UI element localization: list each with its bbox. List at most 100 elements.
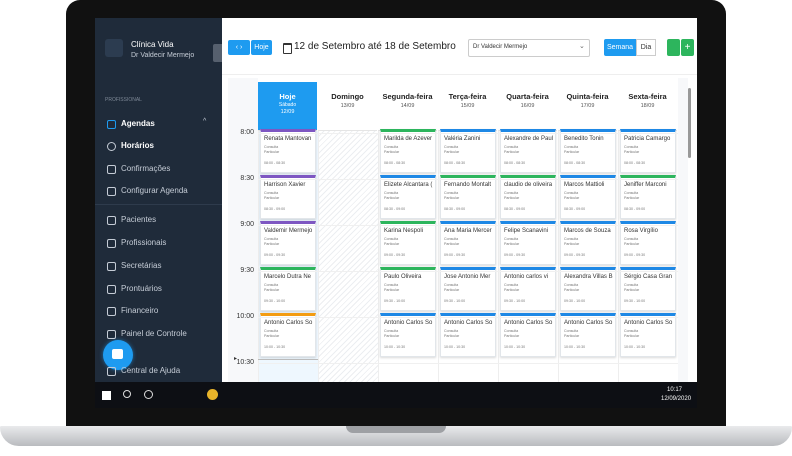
- appointment-card[interactable]: Antonio Carlos So Consulta Particular 10:00…: [500, 313, 556, 357]
- appointment-type: Consulta: [624, 329, 639, 333]
- appointment-time: 09:30 - 10:00: [384, 299, 406, 303]
- cortana-icon[interactable]: [144, 390, 153, 399]
- day-button[interactable]: Dia: [636, 39, 656, 56]
- appointment-plan: Particular: [384, 288, 400, 292]
- day-date: 12/09: [280, 109, 295, 115]
- appointment-type: Consulta: [264, 329, 279, 333]
- day-header: [558, 82, 617, 131]
- print-button[interactable]: [667, 39, 680, 56]
- appointment-card[interactable]: Antonio Carlos So Consulta Particular 10:00…: [440, 313, 496, 357]
- appointment-card[interactable]: Alexandre de Paul Consulta Particular 08:00…: [500, 129, 556, 173]
- appointment-card[interactable]: Antonio Carlos So Consulta Particular 10:00…: [380, 313, 436, 357]
- appointment-time: 08:30 - 09:00: [504, 207, 526, 211]
- appointment-card[interactable]: Paulo Oliveira Consulta Particular 09:30 - …: [380, 267, 436, 311]
- patient-name: Jeniffer Marconi: [624, 182, 667, 188]
- sidebar-item[interactable]: Horários: [121, 141, 154, 150]
- appointment-plan: Particular: [564, 196, 580, 200]
- appointment-plan: Particular: [504, 242, 520, 246]
- sidebar-icon: [107, 165, 116, 174]
- row-line: [258, 271, 678, 272]
- appointment-time: 08:00 - 08:30: [444, 161, 466, 165]
- column: [558, 131, 618, 382]
- calendar-grid: Hoje Sábado 12/09 Renata Mantovan Consulta Pa…: [228, 78, 688, 382]
- sidebar-item[interactable]: Prontuários: [121, 284, 162, 293]
- column: [618, 131, 678, 382]
- patient-name: Harrison Xavier: [264, 182, 306, 188]
- search-icon[interactable]: [123, 390, 131, 398]
- appointment-card[interactable]: Fernando Montalt Consulta Particular 08:30 …: [440, 175, 496, 219]
- day-name: Terça-feira: [448, 92, 487, 101]
- start-button[interactable]: [102, 391, 111, 400]
- appointment-card[interactable]: Benedito Tonin Consulta Particular 08:00 - …: [560, 129, 616, 173]
- appointment-card[interactable]: Antonio carlos vi Consulta Particular 09:30…: [500, 267, 556, 311]
- sidebar-item[interactable]: Profissionais: [121, 238, 167, 247]
- appointment-card[interactable]: Antonio Carlos So Consulta Particular 10:00…: [260, 313, 316, 357]
- appointment-card[interactable]: Sérgio Casa Gran Consulta Particular 09:30 …: [620, 267, 676, 311]
- add-button[interactable]: +: [681, 39, 694, 56]
- appointment-card[interactable]: Jose Antonio Mer Consulta Particular 09:30 …: [440, 267, 496, 311]
- patient-name: Antonio Carlos So: [444, 320, 493, 326]
- appointment-time: 09:00 - 09:30: [264, 253, 286, 257]
- appointment-type: Consulta: [624, 237, 639, 241]
- appointment-time: 09:30 - 10:00: [444, 299, 466, 303]
- appointment-card[interactable]: Harrison Xavier Consulta Particular 08:30 -…: [260, 175, 316, 219]
- appointment-card[interactable]: Rosa Virgílio Consulta Particular 09:00 - 0…: [620, 221, 676, 265]
- appointment-card[interactable]: Renata Mantovan Consulta Particular 08:00 -…: [260, 129, 316, 173]
- nav-buttons[interactable]: ‹ ›: [228, 40, 250, 55]
- appointment-type: Consulta: [264, 283, 279, 287]
- sidebar-item[interactable]: Pacientes: [121, 215, 157, 224]
- day-name: Domingo: [331, 92, 364, 101]
- collapse-button[interactable]: [213, 44, 222, 62]
- appointment-time: 09:00 - 09:30: [504, 253, 526, 257]
- appointment-card[interactable]: Valdemir Mermejo Consulta Particular 09:00 …: [260, 221, 316, 265]
- appointment-card[interactable]: Valéria Zanini Consulta Particular 08:00 - …: [440, 129, 496, 173]
- appointment-plan: Particular: [624, 334, 640, 338]
- appointment-card[interactable]: Marcelo Dutra Ne Consulta Particular 09:30 …: [260, 267, 316, 311]
- appointment-time: 08:30 - 09:00: [564, 207, 586, 211]
- professional-select[interactable]: [468, 39, 590, 57]
- sidebar-icon: [107, 120, 116, 129]
- sidebar-item[interactable]: Configurar Agenda: [121, 186, 188, 195]
- day-header: [318, 82, 377, 131]
- appointment-card[interactable]: Marilda de Azever Consulta Particular 08:00…: [380, 129, 436, 173]
- appointment-card[interactable]: Karina Nespoli Consulta Particular 09:00 - …: [380, 221, 436, 265]
- appointment-card[interactable]: Marcos de Souza Consulta Particular 09:00 -…: [560, 221, 616, 265]
- appointment-type: Consulta: [624, 283, 639, 287]
- column: [318, 131, 378, 382]
- sidebar-item[interactable]: Confirmações: [121, 164, 171, 173]
- appointment-plan: Particular: [564, 150, 580, 154]
- time-label: 9:30: [240, 267, 254, 274]
- sidebar-icon: [107, 142, 116, 151]
- sidebar-item[interactable]: Painel de Controle: [121, 329, 187, 338]
- appointment-card[interactable]: Antonio Carlos So Consulta Particular 10:00…: [620, 313, 676, 357]
- sidebar-item[interactable]: Agendas: [121, 119, 155, 128]
- screen: Clínica Vida Dr Valdecir Mermejo PROFISS…: [95, 18, 697, 408]
- patient-name: Valdemir Mermejo: [264, 228, 313, 234]
- appointment-card[interactable]: Marcos Mattioli Consulta Particular 08:30 -…: [560, 175, 616, 219]
- appointment-card[interactable]: Alexandra Villas B Consulta Particular 09:3…: [560, 267, 616, 311]
- appointment-plan: Particular: [504, 196, 520, 200]
- scrollbar[interactable]: [688, 88, 691, 158]
- now-marker: ▸: [234, 356, 238, 362]
- sidebar: Clínica Vida Dr Valdecir Mermejo PROFISS…: [95, 18, 222, 382]
- sidebar-item[interactable]: Financeiro: [121, 306, 159, 315]
- appointment-time: 10:00 - 10:30: [504, 345, 526, 349]
- appointment-card[interactable]: Elizete Alcantara (Consulta Particular 08:…: [380, 175, 436, 219]
- patient-name: Antonio Carlos So: [384, 320, 433, 326]
- appointment-plan: Particular: [384, 150, 400, 154]
- appointment-card[interactable]: Antonio Carlos So Consulta Particular 10:00…: [560, 313, 616, 357]
- today-button[interactable]: Hoje: [251, 40, 272, 55]
- appointment-card[interactable]: Patricia Camargo Consulta Particular 08:00 …: [620, 129, 676, 173]
- patient-name: Marcelo Dutra Ne: [264, 274, 312, 280]
- appointment-type: Consulta: [384, 145, 399, 149]
- sidebar-item[interactable]: Central de Ajuda: [121, 366, 181, 375]
- date-range: 12 de Setembro até 18 de Setembro: [294, 41, 456, 52]
- appointment-card[interactable]: claudio de oliveira Consulta Particular 08:…: [500, 175, 556, 219]
- patient-name: Sérgio Casa Gran: [624, 274, 673, 280]
- chrome-icon[interactable]: [207, 389, 218, 400]
- appointment-card[interactable]: Ana Maria Mercer Consulta Particular 09:00 …: [440, 221, 496, 265]
- appointment-card[interactable]: Felipe Scanavini Consulta Particular 09:00 …: [500, 221, 556, 265]
- appointment-card[interactable]: Jeniffer Marconi Consulta Particular 08:30 …: [620, 175, 676, 219]
- sidebar-item[interactable]: Secretárias: [121, 261, 162, 270]
- week-button[interactable]: Semana: [604, 39, 636, 56]
